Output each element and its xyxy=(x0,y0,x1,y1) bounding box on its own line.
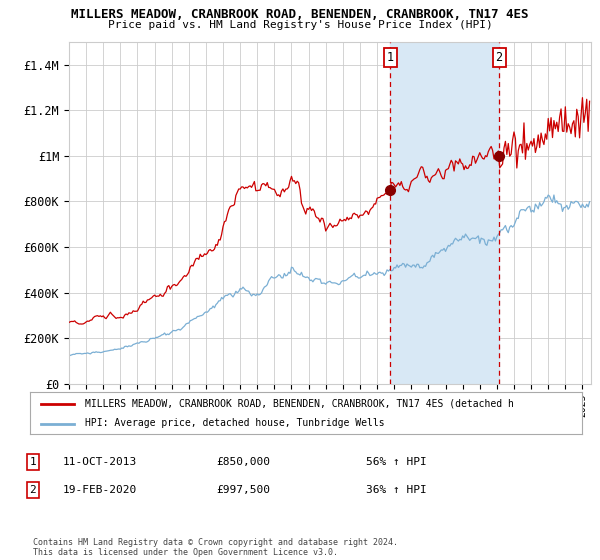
Text: 1: 1 xyxy=(387,52,394,64)
Text: MILLERS MEADOW, CRANBROOK ROAD, BENENDEN, CRANBROOK, TN17 4ES: MILLERS MEADOW, CRANBROOK ROAD, BENENDEN… xyxy=(71,8,529,21)
Text: 1: 1 xyxy=(29,457,37,467)
Text: £997,500: £997,500 xyxy=(216,485,270,495)
Text: Contains HM Land Registry data © Crown copyright and database right 2024.
This d: Contains HM Land Registry data © Crown c… xyxy=(33,538,398,557)
Text: £850,000: £850,000 xyxy=(216,457,270,467)
Text: 36% ↑ HPI: 36% ↑ HPI xyxy=(366,485,427,495)
Text: 2: 2 xyxy=(29,485,37,495)
Text: HPI: Average price, detached house, Tunbridge Wells: HPI: Average price, detached house, Tunb… xyxy=(85,418,385,428)
Text: 56% ↑ HPI: 56% ↑ HPI xyxy=(366,457,427,467)
Text: 19-FEB-2020: 19-FEB-2020 xyxy=(63,485,137,495)
Text: MILLERS MEADOW, CRANBROOK ROAD, BENENDEN, CRANBROOK, TN17 4ES (detached h: MILLERS MEADOW, CRANBROOK ROAD, BENENDEN… xyxy=(85,399,514,409)
Text: Price paid vs. HM Land Registry's House Price Index (HPI): Price paid vs. HM Land Registry's House … xyxy=(107,20,493,30)
Text: 2: 2 xyxy=(496,52,503,64)
Bar xyxy=(391,42,499,384)
Text: 11-OCT-2013: 11-OCT-2013 xyxy=(63,457,137,467)
